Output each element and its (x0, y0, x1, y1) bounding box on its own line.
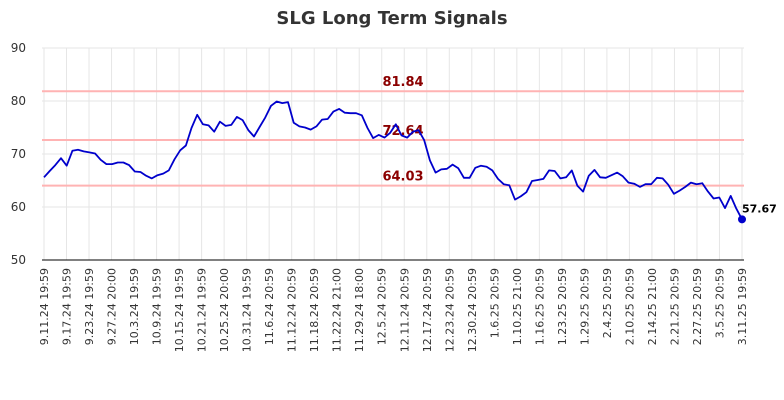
y-tick-label: 50 (11, 253, 26, 267)
x-tick-label: 2.4.25 20:59 (601, 268, 614, 338)
x-tick-label: 2.10.25 20:59 (623, 268, 636, 345)
x-tick-label: 2.14.25 21:00 (646, 268, 659, 345)
x-tick-label: 11.6.24 20:59 (263, 268, 276, 345)
x-tick-label: 1.29.25 20:59 (578, 268, 591, 345)
x-tick-label: 10.3.24 19:59 (128, 268, 141, 345)
x-tick-label: 9.17.24 19:59 (61, 268, 74, 345)
x-tick-label: 12.11.24 20:59 (398, 268, 411, 352)
x-tick-label: 10.15.24 19:59 (173, 268, 186, 352)
chart-title: SLG Long Term Signals (276, 8, 508, 29)
reference-line-label: 64.03 (382, 170, 423, 185)
x-tick-label: 3.5.25 20:59 (713, 268, 726, 338)
y-tick-label: 80 (11, 94, 26, 108)
y-tick-label: 60 (11, 200, 26, 214)
y-tick-label: 70 (11, 147, 26, 161)
x-tick-label: 1.6.25 20:59 (488, 268, 501, 338)
x-tick-label: 1.16.25 20:59 (533, 268, 546, 345)
x-tick-label: 1.10.25 21:00 (511, 268, 524, 345)
last-value-marker (738, 215, 746, 224)
last-value-label: 57.67 (742, 202, 777, 215)
x-tick-label: 9.27.24 20:00 (106, 268, 119, 345)
series-line (43, 100, 743, 220)
x-tick-label: 12.23.24 20:59 (443, 268, 456, 352)
x-tick-label: 2.27.25 20:59 (691, 268, 704, 345)
y-tick-label: 90 (11, 41, 26, 55)
x-tick-label: 10.25.24 20:00 (218, 268, 231, 352)
x-tick-label: 2.21.25 20:59 (668, 268, 681, 345)
reference-line-label: 81.84 (382, 75, 423, 90)
x-tick-label: 10.21.24 19:59 (196, 268, 209, 352)
x-tick-label: 9.11.24 19:59 (38, 268, 51, 345)
x-tick-label: 11.22.24 21:00 (331, 268, 344, 352)
x-tick-label: 10.31.24 19:59 (241, 268, 254, 352)
x-tick-label: 9.23.24 19:59 (83, 268, 96, 345)
x-tick-label: 12.30.24 20:59 (466, 268, 479, 352)
x-tick-label: 11.18.24 20:59 (308, 268, 321, 352)
x-tick-label: 10.9.24 19:59 (151, 268, 164, 345)
x-tick-label: 1.23.25 20:59 (556, 268, 569, 345)
x-tick-label: 12.5.24 20:59 (376, 268, 389, 345)
x-tick-label: 11.29.24 18:00 (353, 268, 366, 352)
x-tick-label: 3.11.25 19:59 (736, 268, 749, 345)
x-tick-label: 12.17.24 20:59 (421, 268, 434, 352)
x-tick-label: 11.12.24 20:59 (286, 268, 299, 352)
